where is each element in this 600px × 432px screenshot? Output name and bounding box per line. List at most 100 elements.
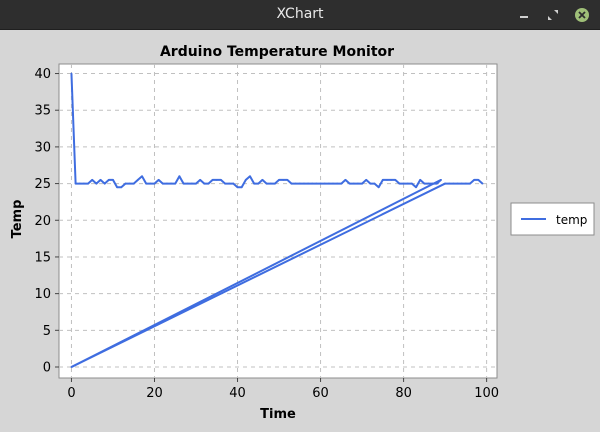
x-tick-label: 100	[474, 386, 499, 401]
data-point	[257, 182, 260, 185]
maximize-icon[interactable]	[545, 7, 561, 23]
data-point	[112, 179, 114, 181]
data-point	[344, 179, 347, 181]
data-point	[132, 182, 135, 185]
data-point	[91, 179, 94, 181]
x-axis-label: Time	[260, 407, 296, 422]
data-point	[423, 182, 426, 185]
data-point	[444, 182, 446, 185]
data-point	[240, 186, 243, 189]
data-point	[394, 179, 397, 181]
y-tick-label: 35	[34, 104, 51, 119]
data-point	[323, 182, 326, 185]
y-tick-label: 20	[34, 214, 51, 229]
data-point	[311, 182, 314, 185]
data-point	[166, 182, 168, 185]
data-point	[282, 179, 285, 181]
y-tick-label: 15	[34, 250, 51, 265]
data-point	[120, 186, 123, 189]
data-point	[406, 182, 409, 185]
data-point	[224, 182, 226, 185]
x-tick-label: 0	[67, 386, 75, 401]
data-point	[373, 182, 376, 185]
data-point	[182, 182, 185, 185]
y-axis-label: Temp	[10, 200, 25, 239]
legend-series-label: temp	[556, 213, 587, 227]
data-point	[215, 179, 218, 181]
minimize-icon[interactable]	[516, 7, 532, 23]
data-point	[244, 179, 247, 181]
y-tick-label: 10	[34, 287, 51, 302]
data-point	[207, 182, 210, 185]
data-point	[70, 366, 73, 368]
data-point	[357, 182, 359, 185]
data-point	[319, 182, 322, 185]
data-point	[473, 179, 476, 181]
plot-area	[58, 63, 498, 379]
y-tick-label: 0	[43, 360, 51, 375]
chart-area: Arduino Temperature Monitor 0 20 40 60 80 100…	[0, 30, 600, 428]
line-chart: Arduino Temperature Monitor 0 20 40 60 80 100…	[10, 44, 595, 422]
legend: temp	[510, 202, 595, 236]
title-bar[interactable]: XChart	[0, 0, 600, 30]
data-point	[87, 182, 89, 185]
data-point	[273, 182, 276, 185]
data-point	[107, 179, 110, 181]
data-point	[336, 182, 339, 185]
data-point	[228, 182, 231, 185]
x-tick-label: 20	[146, 386, 163, 401]
data-point	[410, 182, 413, 185]
data-point	[170, 182, 172, 185]
x-tick-label: 60	[312, 386, 329, 401]
series-line-temp	[71, 182, 446, 368]
data-point	[211, 179, 214, 181]
x-tick-label: 80	[395, 386, 412, 401]
data-point	[265, 182, 268, 185]
data-point	[153, 182, 156, 185]
data-point	[452, 182, 455, 185]
data-point	[203, 182, 206, 185]
data-point	[74, 182, 77, 185]
data-point	[145, 182, 148, 185]
data-point	[232, 182, 235, 185]
data-point	[469, 182, 471, 185]
data-point	[95, 182, 98, 185]
axis-ticks: 0 20 40 60 80 100 0 5 10 15 20 25 30 35 40	[34, 67, 499, 401]
data-point	[365, 179, 368, 181]
data-point	[294, 182, 297, 185]
data-point	[381, 179, 384, 181]
y-tick-label: 30	[34, 140, 51, 155]
data-point	[161, 182, 164, 185]
data-point	[195, 182, 197, 185]
data-point	[103, 182, 106, 185]
data-point	[427, 182, 430, 185]
data-point	[386, 179, 388, 181]
close-icon[interactable]	[574, 7, 590, 23]
data-point	[70, 72, 73, 75]
data-point	[286, 179, 289, 181]
data-point	[369, 182, 372, 185]
data-point	[199, 179, 202, 181]
data-point	[398, 182, 401, 185]
data-point	[377, 186, 380, 189]
data-point	[477, 179, 480, 181]
data-point	[157, 179, 160, 181]
data-point	[456, 182, 459, 185]
chart-title: Arduino Temperature Monitor	[160, 44, 394, 60]
data-point	[440, 179, 442, 181]
data-point	[141, 175, 143, 178]
data-point	[402, 182, 405, 185]
data-point	[307, 182, 309, 185]
x-tick-label: 40	[229, 386, 246, 401]
data-point	[327, 182, 330, 185]
data-point	[278, 179, 280, 181]
y-tick-label: 25	[34, 177, 51, 192]
data-point	[128, 182, 131, 185]
data-point	[269, 182, 272, 185]
series-lines	[70, 72, 484, 368]
data-point	[78, 182, 81, 185]
data-point	[83, 182, 85, 185]
data-point	[220, 179, 222, 181]
data-point	[290, 182, 293, 185]
data-point	[116, 186, 119, 189]
